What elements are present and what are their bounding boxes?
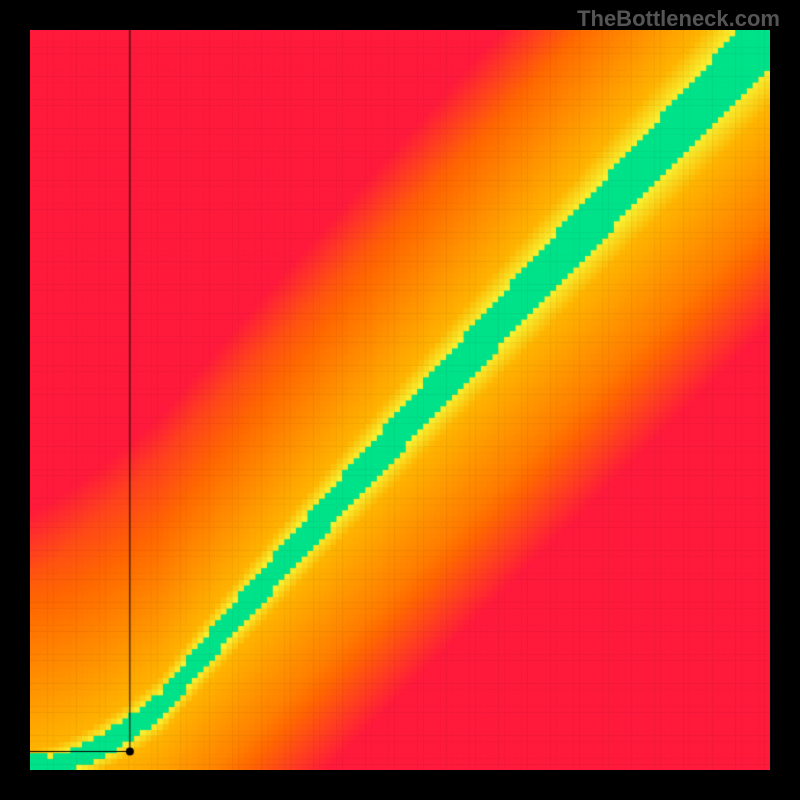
bottleneck-heatmap: [30, 30, 770, 770]
heatmap-canvas: [30, 30, 770, 770]
watermark-text: TheBottleneck.com: [577, 6, 780, 32]
